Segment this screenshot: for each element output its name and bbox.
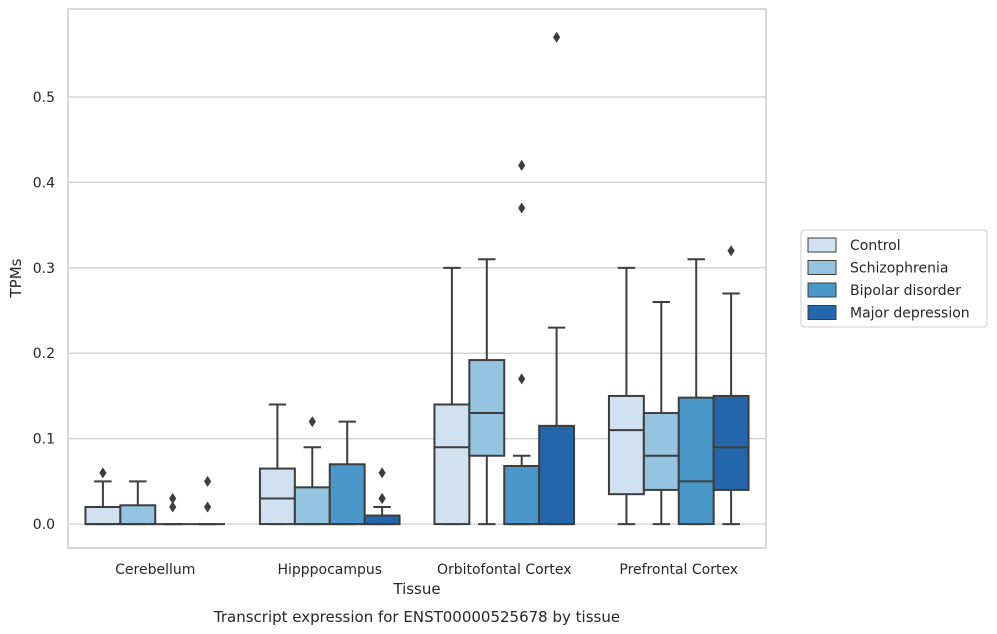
outlier-point [518,373,526,385]
legend-label: Schizophrenia [850,261,948,277]
legend-label: Bipolar disorder [850,283,961,299]
x-tick-label: Orbitofontal Cortex [437,562,572,578]
box-iqr [642,412,680,491]
legend-item: Control [807,237,901,254]
legend-swatch [807,282,837,298]
box [538,31,576,526]
box [258,403,296,526]
y-tick-label: 0.5 [33,90,55,106]
outlier-point [204,475,212,487]
box-iqr [712,394,750,491]
box-iqr [328,463,366,526]
legend-label: Control [850,238,901,254]
legend-item: Bipolar disorder [807,282,961,299]
legend-label: Major depression [850,306,970,322]
legend-swatch [807,260,837,275]
box-iqr [468,359,506,457]
box [677,258,715,526]
box [712,245,750,526]
box [293,416,331,526]
series-control [84,266,645,526]
outlier-point [99,467,107,479]
legend-item: Schizophrenia [807,260,948,277]
legend-frame [800,229,988,328]
x-tick-label: Hipppocampus [277,562,382,578]
outlier-point [169,492,177,504]
box-iqr [119,504,157,526]
box-series [84,31,750,526]
outlier-point [518,159,526,171]
box-iqr [503,464,541,526]
series-major-depression [190,31,750,526]
legend: Control Schizophrenia Bipolar disorder Majo… [800,229,988,328]
box [328,420,366,526]
y-axis-label: TPMs [7,258,25,298]
y-tick-label: 0.3 [33,261,55,277]
legend-item: Major depression [807,305,970,322]
legend-swatch [807,237,837,253]
box-iqr [433,403,471,526]
box-iqr [293,486,331,526]
chart-caption: Transcript expression for ENST0000052567… [213,608,620,626]
box [190,475,226,526]
y-tick-label: 0.2 [33,346,55,362]
outlier-point [518,202,526,214]
outlier-point [727,245,735,257]
box-iqr [607,394,645,496]
x-tick-label: Prefrontal Cortex [619,562,738,578]
x-tick-labels: Cerebellum Hipppocampus Orbitofontal Corte… [115,562,738,578]
box [363,467,401,526]
box [155,492,191,526]
x-axis-label: Tissue [392,580,440,598]
y-tick-labels: 0.0 0.1 0.2 0.3 0.4 0.5 [33,90,55,533]
plot-frame [67,8,767,549]
box-iqr [84,505,122,526]
outlier-point [169,501,177,513]
box [119,480,157,526]
box-iqr [677,396,715,526]
outlier-point [378,467,386,479]
outlier-point [553,31,561,43]
box [503,159,541,526]
legend-swatch [807,305,837,320]
box [607,266,645,526]
box [468,258,506,526]
y-tick-label: 0.4 [33,175,55,191]
x-tick-label: Cerebellum [115,562,195,578]
outlier-point [204,501,212,513]
outlier-point [378,492,386,504]
box-iqr [538,424,576,526]
box [433,266,471,526]
box-iqr [258,467,296,526]
y-tick-label: 0.0 [33,517,55,533]
outlier-point [308,416,316,428]
box-iqr [363,514,401,526]
box [84,467,122,526]
series-bipolar-disorder [155,159,715,526]
y-tick-label: 0.1 [33,432,55,448]
